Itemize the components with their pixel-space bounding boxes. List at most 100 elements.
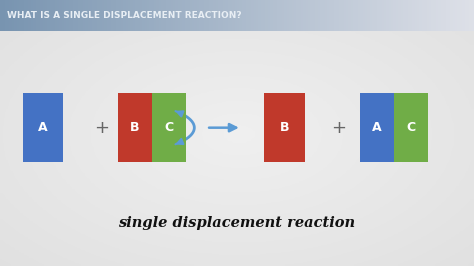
Bar bbox=[367, 0, 370, 31]
Bar bbox=[57, 0, 60, 31]
Bar bbox=[292, 0, 294, 31]
Text: B: B bbox=[280, 121, 289, 134]
Bar bbox=[443, 0, 446, 31]
Bar bbox=[384, 0, 387, 31]
Bar bbox=[472, 0, 474, 31]
Bar bbox=[263, 0, 266, 31]
Bar bbox=[180, 0, 183, 31]
Bar bbox=[140, 0, 143, 31]
Bar bbox=[40, 0, 43, 31]
Bar bbox=[370, 0, 373, 31]
Bar bbox=[156, 0, 159, 31]
Bar bbox=[242, 0, 245, 31]
Bar bbox=[0, 0, 3, 31]
Bar bbox=[173, 0, 176, 31]
Bar bbox=[199, 0, 202, 31]
Bar bbox=[403, 0, 406, 31]
Text: +: + bbox=[94, 119, 109, 137]
Bar bbox=[52, 0, 55, 31]
Bar bbox=[469, 0, 472, 31]
Bar bbox=[453, 0, 456, 31]
Bar bbox=[405, 0, 408, 31]
Bar bbox=[386, 0, 389, 31]
Bar bbox=[78, 0, 81, 31]
Bar bbox=[9, 0, 12, 31]
Bar bbox=[204, 0, 207, 31]
Bar bbox=[47, 0, 50, 31]
Bar bbox=[126, 0, 128, 31]
Bar bbox=[457, 0, 460, 31]
Text: single displacement reaction: single displacement reaction bbox=[118, 217, 356, 230]
Bar bbox=[71, 0, 74, 31]
Bar bbox=[31, 0, 34, 31]
Bar bbox=[197, 0, 200, 31]
Bar bbox=[256, 0, 259, 31]
Bar bbox=[102, 0, 105, 31]
Bar bbox=[446, 0, 448, 31]
Bar bbox=[450, 0, 453, 31]
Bar bbox=[273, 0, 275, 31]
Bar bbox=[145, 0, 147, 31]
Bar bbox=[303, 0, 306, 31]
Bar bbox=[308, 0, 311, 31]
Bar bbox=[327, 0, 330, 31]
Bar bbox=[36, 0, 38, 31]
Bar bbox=[7, 0, 10, 31]
Bar bbox=[220, 0, 223, 31]
Bar bbox=[265, 0, 268, 31]
Bar bbox=[223, 0, 226, 31]
Bar bbox=[396, 0, 399, 31]
Bar bbox=[90, 0, 93, 31]
Bar bbox=[185, 0, 188, 31]
Text: A: A bbox=[372, 121, 382, 134]
Bar bbox=[22, 93, 63, 162]
Bar bbox=[284, 0, 287, 31]
Bar bbox=[379, 0, 382, 31]
Bar bbox=[116, 0, 119, 31]
Bar bbox=[258, 0, 261, 31]
Bar bbox=[365, 0, 368, 31]
Bar bbox=[130, 0, 133, 31]
Bar bbox=[123, 0, 126, 31]
Text: +: + bbox=[331, 119, 346, 137]
Bar bbox=[121, 0, 124, 31]
Text: A: A bbox=[38, 121, 47, 134]
Text: C: C bbox=[406, 121, 416, 134]
Bar bbox=[264, 93, 304, 162]
Bar bbox=[393, 0, 396, 31]
Bar bbox=[28, 0, 31, 31]
Bar bbox=[438, 0, 441, 31]
Bar bbox=[332, 0, 335, 31]
Bar bbox=[237, 0, 240, 31]
Bar bbox=[69, 0, 72, 31]
Bar bbox=[114, 0, 117, 31]
Bar bbox=[55, 0, 57, 31]
Bar bbox=[351, 0, 354, 31]
Bar bbox=[313, 0, 316, 31]
Bar bbox=[412, 0, 415, 31]
Bar bbox=[431, 0, 434, 31]
Bar bbox=[59, 0, 62, 31]
Bar bbox=[299, 0, 301, 31]
Bar bbox=[277, 0, 280, 31]
Bar bbox=[137, 0, 140, 31]
Bar bbox=[462, 0, 465, 31]
Bar bbox=[190, 0, 192, 31]
Bar bbox=[21, 0, 24, 31]
Bar bbox=[38, 0, 41, 31]
Bar bbox=[201, 0, 204, 31]
Bar bbox=[194, 0, 197, 31]
Bar bbox=[261, 0, 264, 31]
Bar bbox=[417, 0, 420, 31]
Bar bbox=[429, 0, 432, 31]
Bar bbox=[81, 0, 83, 31]
Bar bbox=[2, 0, 5, 31]
Bar bbox=[97, 0, 100, 31]
Bar bbox=[168, 0, 171, 31]
Bar bbox=[455, 0, 458, 31]
Bar bbox=[294, 0, 297, 31]
Bar bbox=[329, 0, 332, 31]
Bar bbox=[135, 0, 138, 31]
Bar bbox=[14, 0, 17, 31]
Bar bbox=[408, 0, 410, 31]
